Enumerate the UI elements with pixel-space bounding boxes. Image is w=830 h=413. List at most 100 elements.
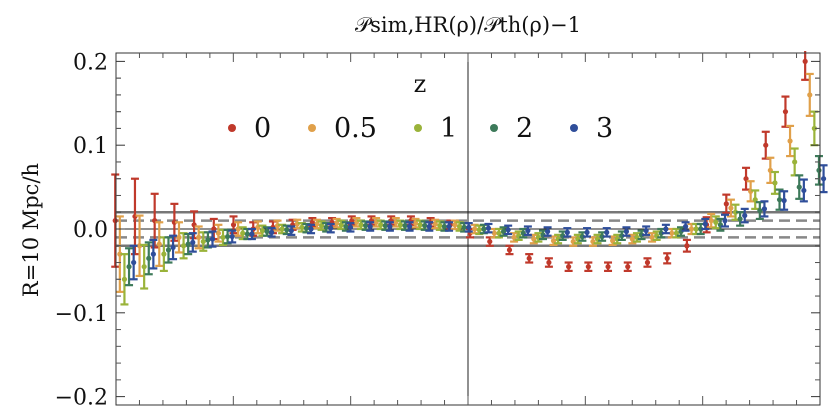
y-tick-label: 0.1: [73, 134, 108, 159]
data-point: [487, 238, 493, 245]
data-point: [579, 233, 586, 240]
data-point: [693, 226, 699, 232]
data-point: [638, 232, 645, 238]
data-point: [190, 239, 196, 246]
data-point: [150, 251, 156, 257]
axis-ticks: 0.2 0.1 0.0 −0.1 −0.2: [55, 50, 820, 411]
data-point: [481, 226, 487, 232]
data-point: [506, 247, 513, 253]
data-point: [225, 233, 231, 240]
data-point: [713, 219, 719, 225]
data-point: [811, 125, 817, 132]
data-point: [146, 255, 152, 261]
data-point: [485, 225, 492, 231]
data-point: [426, 223, 432, 230]
data-point: [782, 109, 789, 115]
data-point: [496, 230, 502, 236]
data-point: [358, 222, 364, 228]
data-point: [397, 222, 404, 228]
data-point: [787, 138, 793, 144]
data-point: [625, 264, 631, 270]
data-point: [643, 228, 649, 234]
data-point: [737, 216, 743, 222]
legend-label-1: 1: [440, 113, 457, 144]
data-point: [584, 229, 590, 235]
data-point: [244, 231, 250, 237]
data-point: [781, 197, 787, 204]
data-point: [161, 251, 167, 257]
data-point: [412, 220, 419, 226]
data-point: [743, 176, 749, 182]
data-point: [303, 225, 310, 231]
legend-marker-0.5: [308, 124, 316, 132]
y-tick-label: −0.1: [55, 302, 108, 327]
data-point: [757, 207, 763, 214]
data-point: [334, 220, 340, 226]
data-point: [649, 234, 655, 240]
data-point: [126, 264, 132, 270]
data-point: [752, 197, 758, 203]
data-point: [446, 223, 452, 230]
data-point: [205, 237, 211, 243]
data-point: [776, 197, 783, 203]
legend-marker-2: [490, 124, 498, 132]
data-point: [742, 212, 748, 219]
data-point: [550, 238, 557, 244]
data-point: [796, 184, 802, 190]
series-layer: [111, 51, 828, 306]
data-point: [211, 226, 217, 232]
data-point: [407, 223, 413, 230]
data-point: [599, 233, 605, 240]
data-point: [761, 206, 768, 212]
legend: z 0 0.5 1 2 3: [228, 70, 613, 144]
data-point: [466, 224, 472, 230]
data-point: [564, 229, 570, 235]
data-point: [269, 229, 275, 235]
data-point: [422, 223, 428, 229]
data-point: [658, 230, 664, 236]
data-point: [417, 222, 423, 228]
data-point: [585, 264, 591, 270]
data-point: [546, 259, 552, 266]
data-point: [505, 227, 511, 233]
data-point: [698, 226, 704, 232]
data-point: [288, 228, 294, 234]
data-point: [323, 224, 329, 230]
data-point: [702, 221, 708, 227]
data-point: [772, 180, 778, 186]
data-point: [185, 241, 191, 247]
data-point: [472, 226, 478, 232]
data-point: [491, 230, 497, 236]
data-point: [229, 233, 235, 240]
data-point: [452, 222, 458, 228]
data-point: [196, 234, 202, 240]
data-point: [605, 264, 611, 270]
data-point: [792, 159, 798, 165]
legend-marker-0: [228, 124, 236, 132]
data-point: [610, 238, 616, 244]
legend-label-2: 2: [516, 113, 533, 144]
data-point: [180, 243, 187, 249]
data-point: [200, 238, 206, 245]
data-point: [763, 142, 769, 148]
data-point: [708, 218, 714, 224]
data-point: [461, 224, 467, 230]
data-point: [545, 228, 551, 235]
series-3: [129, 164, 828, 281]
data-point: [328, 225, 334, 231]
series-1: [120, 110, 819, 306]
data-point: [121, 276, 128, 282]
data-point: [378, 222, 384, 228]
data-point: [171, 219, 177, 225]
data-point: [531, 236, 537, 242]
data-point: [402, 223, 408, 229]
data-point: [820, 176, 827, 182]
data-point: [816, 167, 822, 173]
data-point: [279, 226, 285, 232]
data-point: [732, 209, 739, 215]
data-point: [215, 230, 222, 236]
data-point: [623, 228, 630, 235]
data-point: [723, 201, 729, 207]
data-point: [688, 226, 695, 232]
